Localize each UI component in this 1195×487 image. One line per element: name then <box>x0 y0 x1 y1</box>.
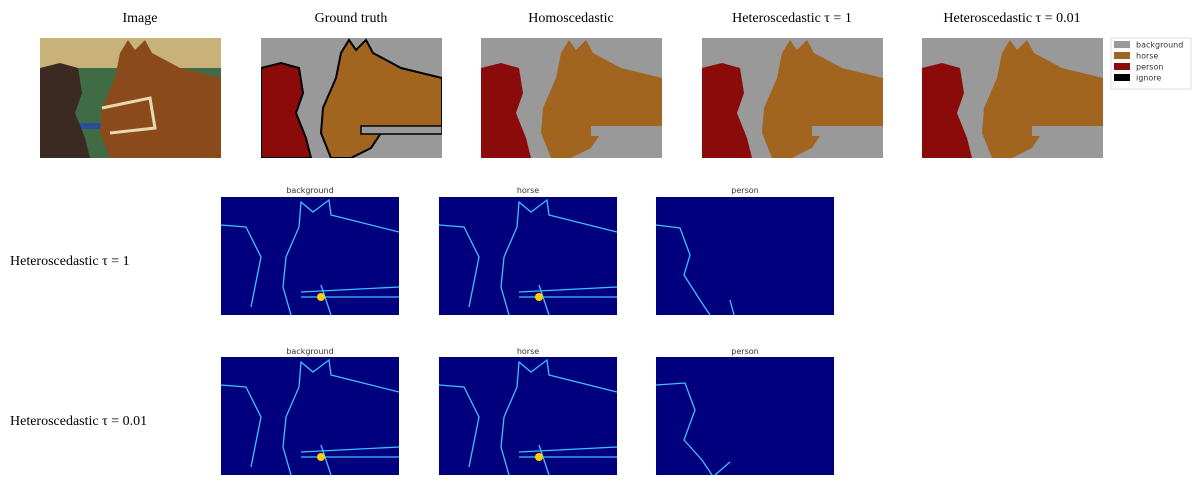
row-label: Heteroscedastic τ = 1 <box>10 254 130 269</box>
legend-label: background <box>1136 41 1183 50</box>
panel-title: background <box>286 347 333 356</box>
input-image <box>40 38 221 158</box>
legend-label: person <box>1136 63 1163 72</box>
uncertainty-map <box>655 357 834 476</box>
row: Heteroscedastic τ = 1 background horse p… <box>10 186 834 316</box>
legend-swatch <box>1114 74 1130 81</box>
uncertainty-map <box>439 197 617 315</box>
column-title: Image <box>123 11 158 26</box>
panel-title: horse <box>517 347 539 356</box>
uncertainty-map <box>221 197 399 315</box>
legend-swatch <box>1114 63 1130 70</box>
legend-swatch <box>1114 41 1130 48</box>
uncertainty-map <box>655 197 834 316</box>
row-label: Heteroscedastic τ = 0.01 <box>10 414 147 429</box>
uncertainty-map <box>439 357 617 475</box>
column-title: Heteroscedastic τ = 1 <box>732 11 852 26</box>
panel-title: person <box>731 186 758 195</box>
segmentation <box>702 38 883 158</box>
column-title: Heteroscedastic τ = 0.01 <box>943 11 1080 26</box>
ground-truth <box>261 38 442 158</box>
legend-label: ignore <box>1136 74 1161 83</box>
panel-title: background <box>286 186 333 195</box>
panel-title: person <box>731 347 758 356</box>
uncertainty-map <box>221 357 399 475</box>
column-title: Homoscedastic <box>528 11 614 26</box>
column-titles: Image Ground truth Homoscedastic Heteros… <box>123 11 1081 26</box>
segmentation <box>922 38 1103 158</box>
column-title: Ground truth <box>315 11 388 26</box>
segmentation <box>481 38 662 158</box>
panel-title: horse <box>517 186 539 195</box>
legend: background horse person ignore <box>1110 37 1192 90</box>
legend-label: horse <box>1136 52 1158 61</box>
row: Heteroscedastic τ = 0.01 background hors… <box>10 347 834 476</box>
legend-swatch <box>1114 52 1130 59</box>
